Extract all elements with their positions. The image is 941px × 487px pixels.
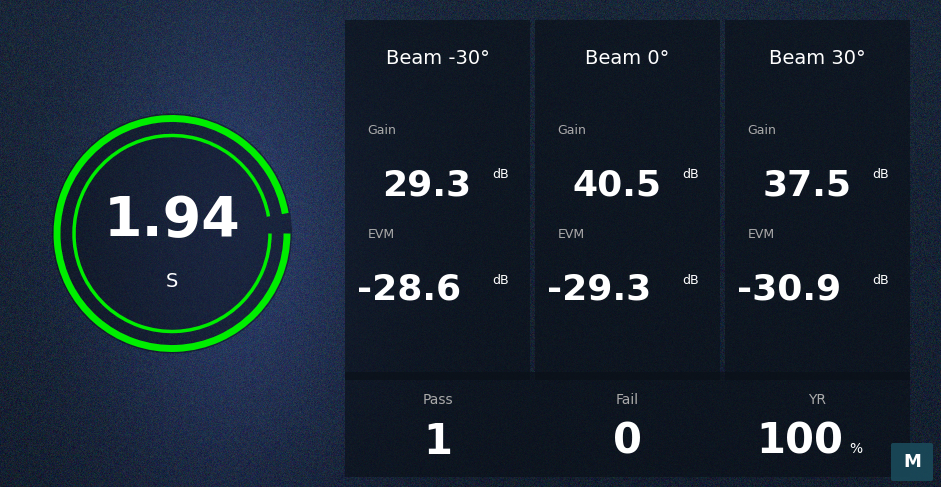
Text: Beam 30°: Beam 30° — [769, 49, 866, 68]
Text: 29.3: 29.3 — [382, 168, 471, 202]
Text: 100: 100 — [756, 421, 843, 463]
Text: M: M — [903, 453, 921, 471]
Text: YR: YR — [808, 393, 826, 407]
Text: 0: 0 — [613, 421, 642, 463]
Text: Beam -30°: Beam -30° — [386, 49, 489, 68]
Text: dB: dB — [872, 169, 889, 182]
Text: %: % — [850, 442, 863, 456]
Text: dB: dB — [682, 274, 699, 286]
Text: dB: dB — [492, 274, 509, 286]
Text: EVM: EVM — [368, 228, 394, 242]
Text: 1: 1 — [423, 421, 452, 463]
FancyBboxPatch shape — [891, 443, 933, 481]
Text: Gain: Gain — [368, 124, 396, 136]
Text: dB: dB — [682, 169, 699, 182]
Text: Beam 0°: Beam 0° — [585, 49, 670, 68]
Text: -28.6: -28.6 — [358, 273, 462, 307]
Text: dB: dB — [872, 274, 889, 286]
Text: EVM: EVM — [557, 228, 584, 242]
Text: EVM: EVM — [747, 228, 774, 242]
Text: Fail: Fail — [616, 393, 639, 407]
Text: Gain: Gain — [747, 124, 776, 136]
FancyBboxPatch shape — [725, 20, 910, 380]
Text: Gain: Gain — [557, 124, 586, 136]
FancyBboxPatch shape — [345, 372, 910, 477]
Text: 1.94: 1.94 — [104, 194, 240, 248]
Circle shape — [52, 113, 292, 354]
Text: 37.5: 37.5 — [762, 168, 852, 202]
Text: 40.5: 40.5 — [572, 168, 662, 202]
Text: -30.9: -30.9 — [738, 273, 842, 307]
Text: S: S — [166, 272, 178, 291]
Text: dB: dB — [492, 169, 509, 182]
FancyBboxPatch shape — [345, 20, 530, 380]
Text: Pass: Pass — [423, 393, 453, 407]
Text: -29.3: -29.3 — [548, 273, 652, 307]
FancyBboxPatch shape — [535, 20, 720, 380]
